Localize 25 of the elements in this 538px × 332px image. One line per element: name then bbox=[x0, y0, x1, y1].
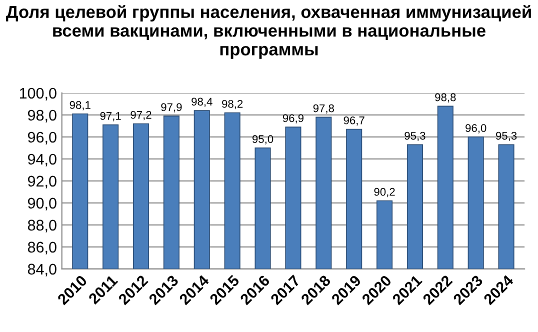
y-tick-label: 88,0 bbox=[28, 220, 56, 232]
y-tick-label: 92,0 bbox=[28, 176, 56, 188]
data-label: 97,8 bbox=[313, 104, 334, 114]
data-label: 96,7 bbox=[344, 116, 364, 126]
data-label: 98,1 bbox=[70, 101, 90, 110]
data-label: 97,2 bbox=[130, 110, 152, 120]
data-label: 96,9 bbox=[282, 114, 304, 124]
y-tick-label: 96,0 bbox=[28, 132, 56, 144]
y-tick-label: 84,0 bbox=[28, 264, 56, 276]
data-label: 95,3 bbox=[404, 132, 426, 142]
y-tick-label: 100,0 bbox=[20, 88, 56, 100]
data-label: 98,4 bbox=[192, 98, 212, 107]
y-tick-label: 86,0 bbox=[28, 242, 56, 254]
data-label: 90,2 bbox=[374, 188, 395, 198]
data-label: 95,0 bbox=[252, 135, 274, 144]
y-tick-label: 94,0 bbox=[28, 154, 56, 166]
y-tick-label: 90,0 bbox=[28, 198, 56, 210]
data-label: 97,9 bbox=[161, 103, 182, 112]
y-tick-label: 98,0 bbox=[28, 110, 56, 122]
data-label: 98,8 bbox=[435, 93, 456, 103]
data-label: 98,2 bbox=[222, 100, 243, 110]
chart-title: Доля целевой группы населения, охваченная иммунизацией всеми вакцинами, включенными в национальные программы bbox=[6, 4, 531, 59]
data-label: 97,1 bbox=[100, 112, 121, 122]
data-label: 95,3 bbox=[496, 132, 517, 142]
data-label: 96,0 bbox=[466, 124, 486, 134]
